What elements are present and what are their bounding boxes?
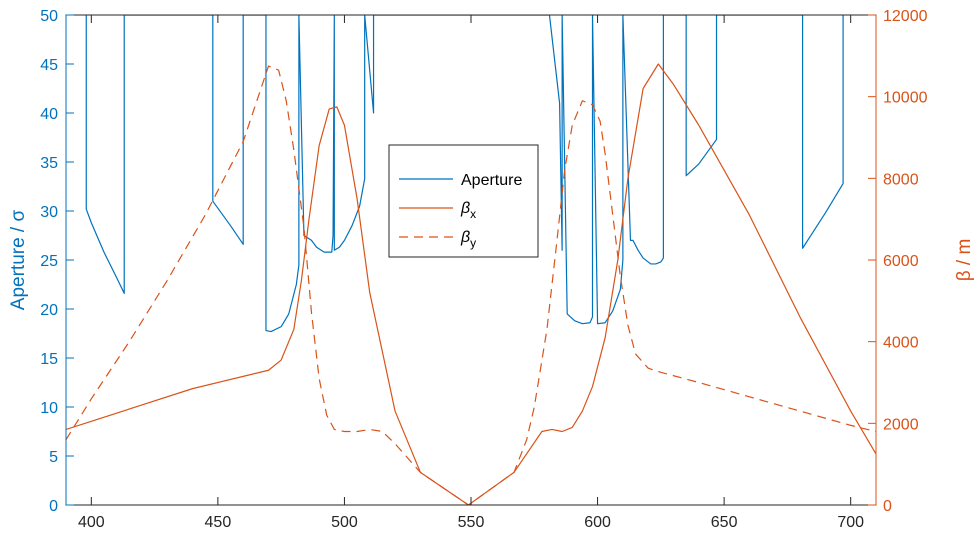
right-tick-label: 12000	[883, 8, 928, 25]
series-line-beta-y	[66, 65, 876, 505]
ticks-layer: 400 450 500 550 600 650 7000510152025303540455…	[40, 8, 927, 531]
left-tick-label: 35	[40, 155, 58, 172]
legend-box	[388, 144, 539, 258]
x-tick-label: 450	[205, 514, 232, 531]
x-tick-label: 550	[458, 514, 485, 531]
series-line-beta-x	[66, 63, 876, 505]
right-axis-label: β / m	[954, 239, 975, 282]
right-tick-label: 6000	[883, 253, 919, 270]
left-tick-label: 10	[40, 400, 58, 417]
x-tick-label: 650	[711, 514, 738, 531]
legend: Aperture βx βy	[388, 144, 539, 258]
left-tick-label: 50	[40, 8, 58, 25]
right-tick-label: 4000	[883, 335, 919, 352]
left-tick-label: 0	[49, 498, 58, 515]
x-tick-label: 400	[78, 514, 105, 531]
right-tick-label: 2000	[883, 416, 919, 433]
legend-label-beta-y: βy	[460, 229, 476, 250]
legend-label-aperture: Aperture	[461, 172, 522, 189]
left-tick-label: 40	[40, 106, 58, 123]
x-tick-label: 700	[837, 514, 864, 531]
left-tick-label: 5	[49, 449, 58, 466]
left-tick-label: 20	[40, 302, 58, 319]
right-tick-label: 0	[883, 498, 892, 515]
left-tick-label: 15	[40, 351, 58, 368]
right-tick-label: 8000	[883, 171, 919, 188]
left-tick-label: 25	[40, 253, 58, 270]
legend-label-beta-x: βx	[460, 200, 476, 221]
series-line-aperture	[85, 15, 844, 333]
series-layer	[66, 15, 876, 505]
x-tick-label: 500	[331, 514, 358, 531]
right-tick-label: 10000	[883, 90, 928, 107]
left-axis-label: Aperture / σ	[8, 210, 29, 311]
left-tick-label: 45	[40, 57, 58, 74]
x-tick-label: 600	[584, 514, 611, 531]
plot-area-frame	[65, 14, 877, 506]
left-tick-label: 30	[40, 204, 58, 221]
